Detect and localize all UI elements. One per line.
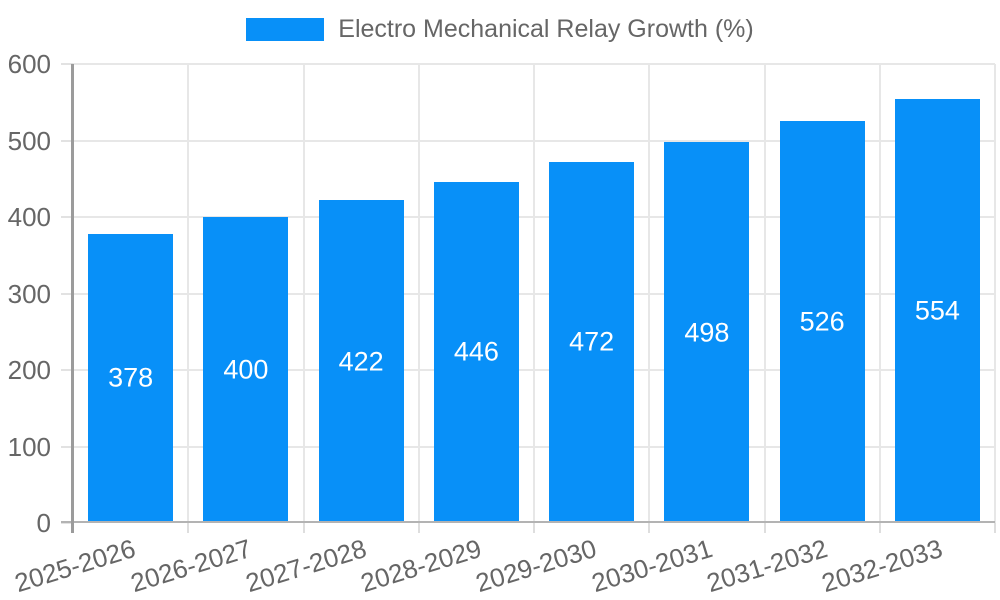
legend-item[interactable]: Electro Mechanical Relay Growth (%) (246, 14, 754, 44)
y-axis-tick (61, 445, 73, 448)
bar[interactable] (894, 99, 980, 523)
y-axis-line (71, 64, 74, 533)
x-axis-tick (648, 523, 651, 533)
x-axis-tick-label: 2028-2029 (357, 533, 485, 599)
x-grid-line (417, 64, 420, 523)
y-axis-tick (61, 216, 73, 218)
x-axis-tick (994, 523, 996, 533)
bar[interactable] (203, 217, 289, 523)
y-axis-tick (61, 139, 73, 142)
bar-value-label: 422 (338, 346, 384, 377)
x-axis-tick-label: 2031-2032 (702, 533, 831, 599)
legend-label: Electro Mechanical Relay Growth (%) (338, 15, 754, 43)
y-axis-tick-label: 100 (7, 431, 51, 462)
x-axis-tick (417, 523, 420, 533)
x-axis-tick (878, 523, 881, 533)
x-grid-line (878, 64, 881, 523)
x-axis-tick-label: 2029-2030 (472, 533, 601, 599)
y-axis-tick-label: 600 (7, 49, 51, 79)
x-axis-tick (533, 523, 535, 533)
bar-value-label: 498 (684, 317, 730, 347)
bar-value-label: 526 (799, 306, 845, 337)
y-axis-tick (61, 369, 73, 371)
chart-legend: Electro Mechanical Relay Growth (%) (0, 14, 1000, 44)
x-grid-line (648, 64, 651, 523)
bar-value-label: 378 (108, 362, 154, 393)
x-axis-tick-label: 2027-2028 (241, 533, 370, 599)
x-grid-line (763, 64, 766, 523)
x-grid-line (187, 64, 190, 523)
bar-value-label: 472 (569, 326, 615, 357)
bar-value-label: 554 (914, 295, 960, 326)
bar[interactable] (779, 120, 865, 523)
plot-area: 0 100 200 300 400 500 600 378 2025-2026 400 2026-2… (8, 49, 996, 598)
bar[interactable] (318, 200, 404, 523)
x-grid-line (994, 64, 996, 523)
y-axis-tick (61, 292, 73, 295)
y-axis-tick-label: 300 (7, 278, 51, 309)
x-grid-line (302, 64, 305, 523)
x-axis-tick-label: 2032-2033 (818, 533, 946, 599)
y-axis-tick (61, 522, 73, 524)
bar[interactable] (664, 142, 750, 523)
x-axis-tick (187, 523, 190, 533)
x-axis-tick (763, 523, 766, 533)
bar[interactable] (433, 181, 519, 523)
y-axis-tick-label: 500 (7, 125, 51, 156)
y-axis-tick-label: 0 (36, 508, 51, 538)
x-axis-tick-label: 2026-2027 (126, 533, 255, 599)
legend-swatch-icon (246, 17, 325, 41)
y-axis-tick-label: 200 (7, 355, 51, 385)
x-axis-tick-label: 2025-2026 (11, 533, 140, 599)
bar[interactable] (549, 161, 635, 523)
y-axis-tick (61, 63, 73, 65)
y-axis-tick-label: 400 (7, 202, 51, 232)
x-grid-line (533, 64, 535, 523)
x-axis-tick-label: 2030-2031 (587, 533, 716, 599)
x-axis-tick (302, 523, 305, 533)
x-axis-line (61, 521, 995, 523)
bar-value-label: 400 (223, 354, 269, 385)
bar-value-label: 446 (453, 336, 499, 367)
bar[interactable] (88, 233, 174, 523)
